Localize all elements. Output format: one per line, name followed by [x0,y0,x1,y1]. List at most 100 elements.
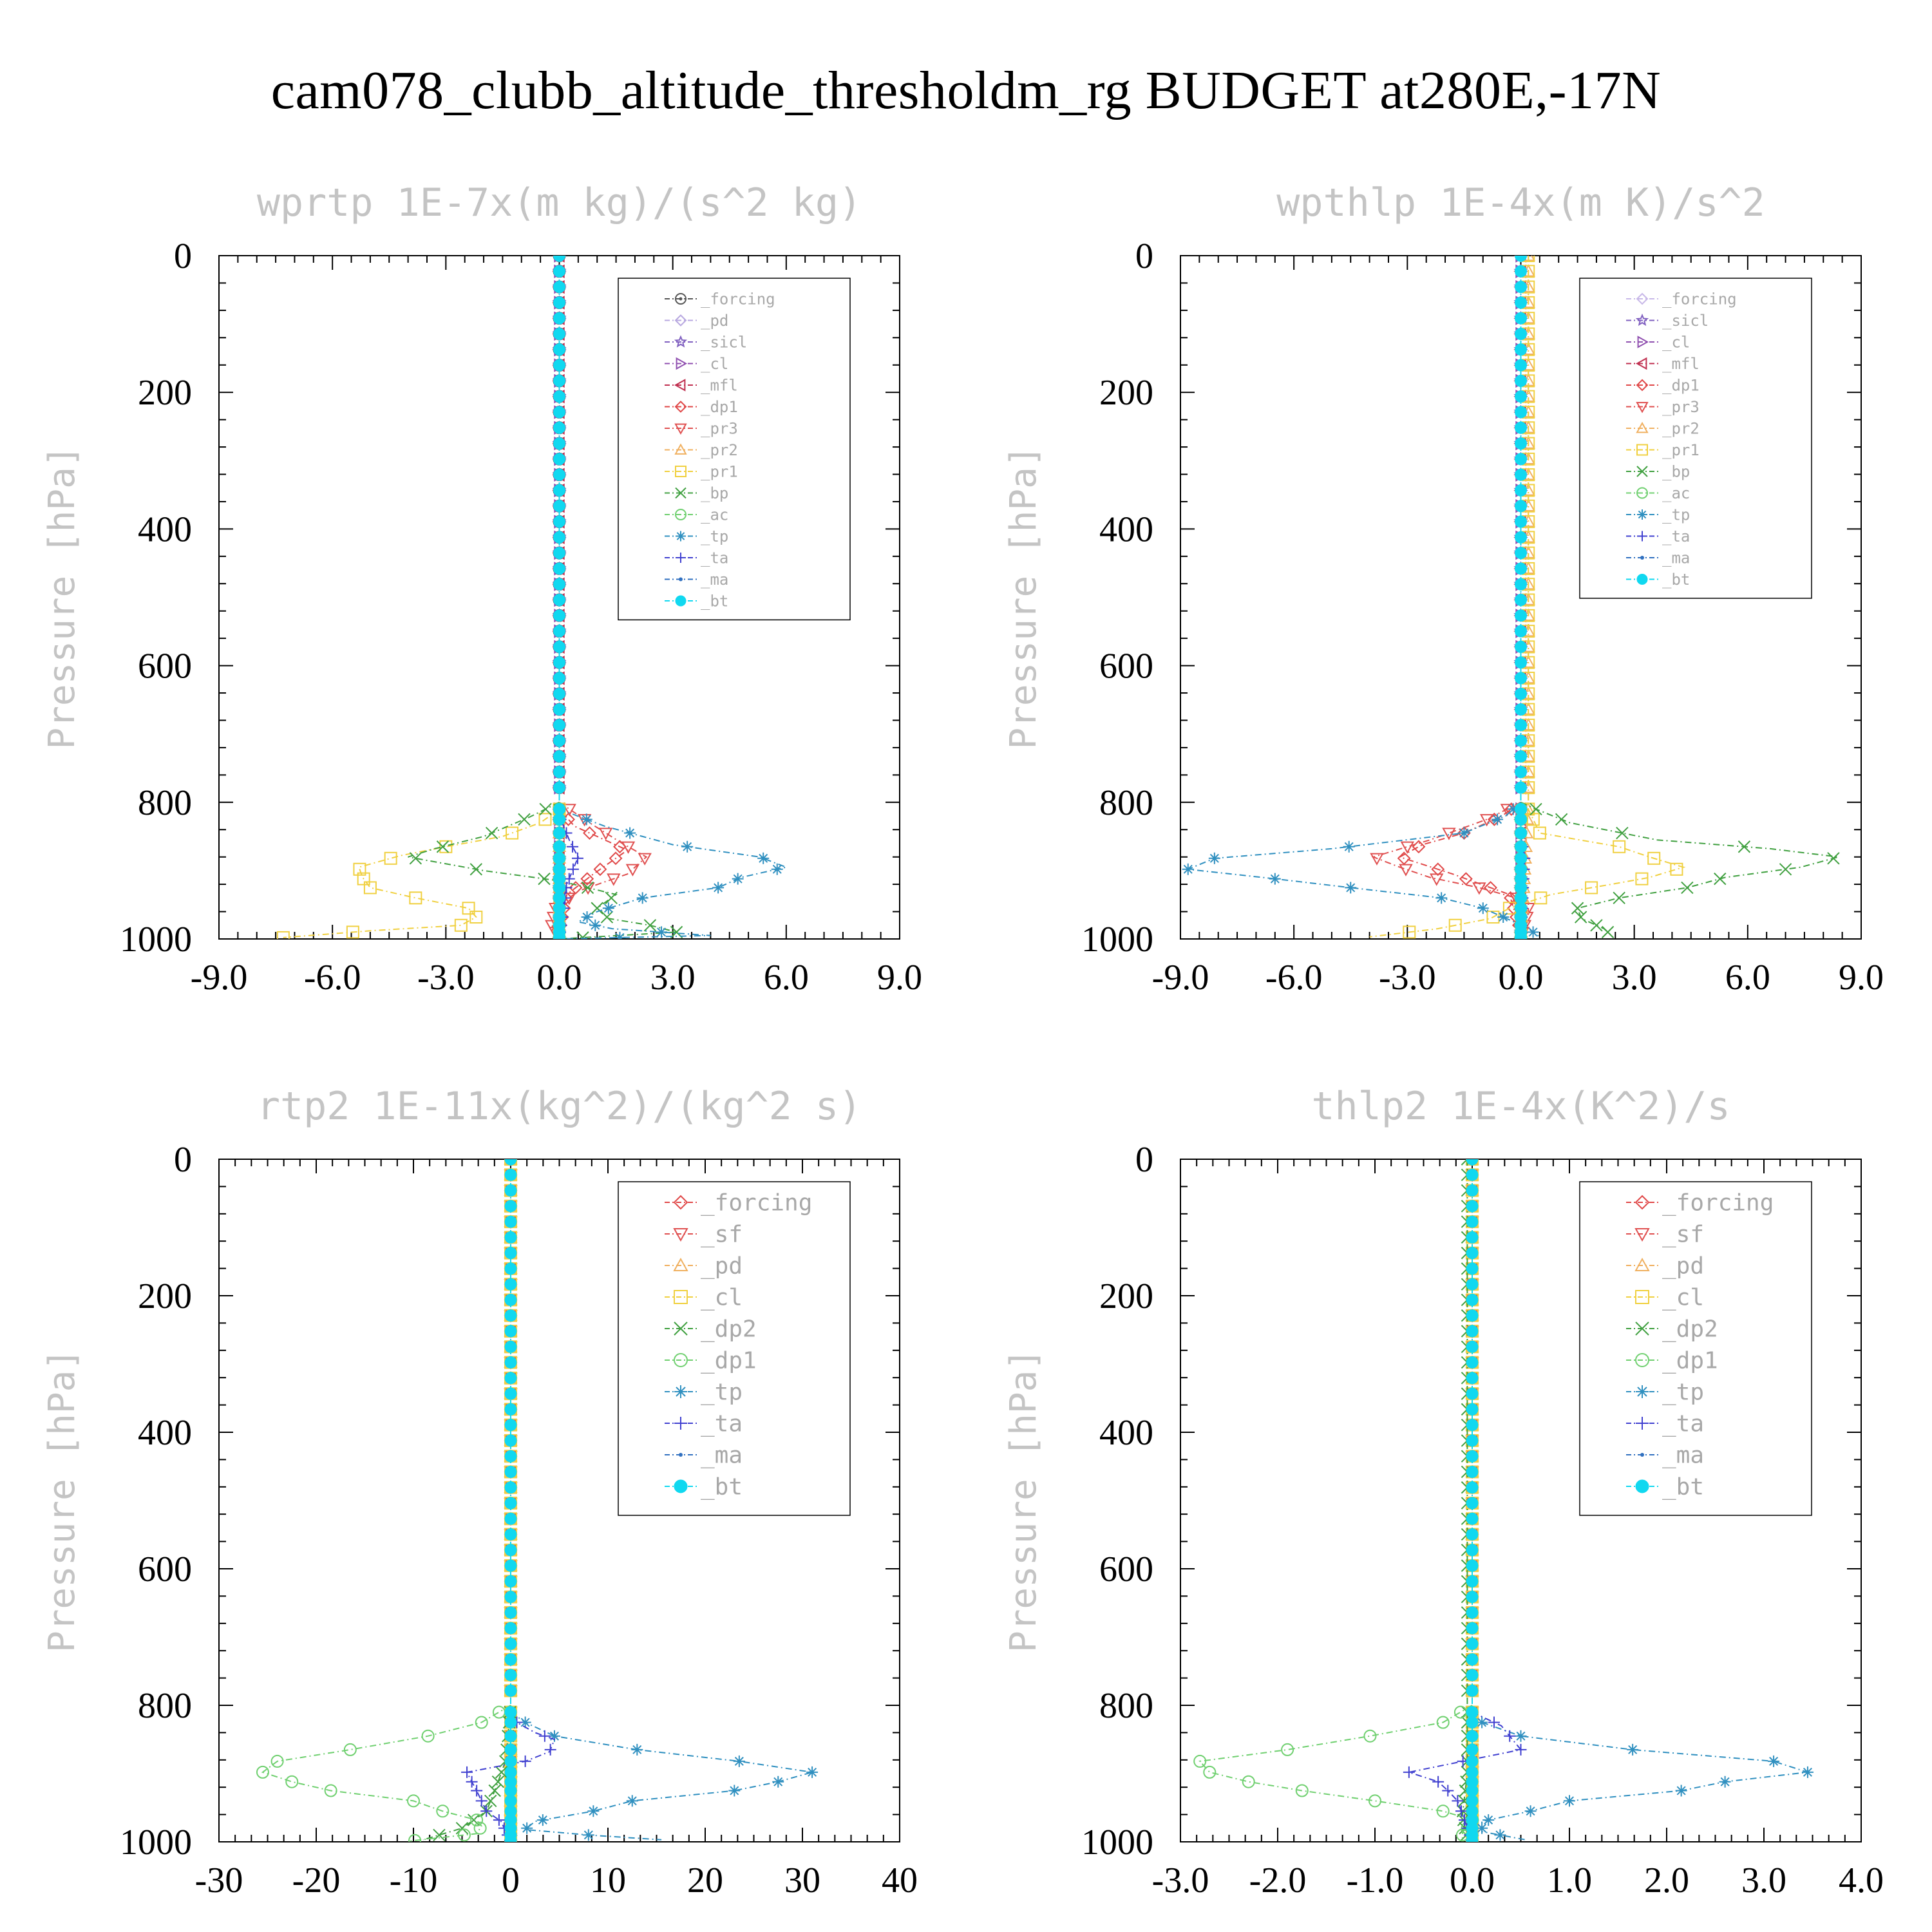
series-line-pr1 [283,808,560,938]
legend-item: _dp1 [665,1348,757,1374]
data-point [1515,374,1527,387]
data-point [674,379,686,392]
data-point [1601,925,1615,939]
data-point [1515,256,1527,262]
data-point [674,1417,687,1430]
data-point [1636,1385,1649,1398]
data-point [674,423,687,435]
x-tick-label: 0.0 [537,958,582,998]
data-point [504,1653,517,1666]
y-tick-label: 200 [1099,373,1153,413]
figure-title: cam078_clubb_altitude_thresholdm_rg BUDG… [270,61,1662,120]
data-point [1466,1730,1479,1743]
data-point [589,919,601,931]
data-point [1515,672,1527,685]
x-tick-label: -3.0 [417,958,475,998]
y-tick-label: 400 [138,509,192,549]
data-point [1635,313,1649,327]
data-point [521,1822,533,1834]
data-point [504,1465,517,1478]
y-tick-label: 1000 [1081,1823,1153,1862]
data-point [1515,931,1527,939]
data-point [553,891,565,904]
data-point [1479,814,1494,827]
legend-item: _ma [665,571,728,589]
data-point [553,390,565,403]
y-tick-label: 0 [1135,1140,1153,1180]
data-point [504,1215,517,1228]
data-point [538,813,552,826]
data-point [673,1228,688,1242]
y-tick-label: 1000 [1081,920,1153,960]
panel-title: wpthlp 1E-4x(m K)/s^2 [1276,180,1765,225]
data-point [1466,1794,1479,1807]
y-tick-label: 1000 [120,920,192,960]
legend-label: _ac [1662,484,1690,502]
legend-label: _forcing [701,1190,812,1217]
x-tick-label: -10 [390,1861,438,1900]
legend-label: _dp1 [701,398,738,416]
series-layer [1182,256,1840,939]
data-point [1515,578,1527,591]
legend-label: _ma [1662,549,1690,567]
data-point [536,1814,549,1826]
data-point [1675,1785,1687,1797]
data-point [569,881,583,895]
legend-item: _ma [1626,1443,1704,1469]
legend-item: _pr1 [665,462,738,480]
data-point [583,826,596,840]
data-point [1637,509,1647,520]
data-point [1345,882,1357,894]
legend-label: _sicl [701,333,747,351]
legend-item: _ta [1626,1411,1704,1437]
legend-label: _cl [701,355,728,373]
data-point [475,1716,488,1729]
data-point [1515,891,1527,904]
legend-label: _forcing [701,290,775,308]
y-tick-label: 200 [138,373,192,413]
legend-label: _pr3 [1662,398,1700,416]
data-point [1637,531,1647,542]
data-point [455,1822,469,1835]
data-point [1507,803,1519,815]
data-point [1515,515,1527,528]
data-point [518,813,531,826]
y-tick-label: 800 [138,1686,192,1726]
legend-item: _pd [665,312,728,330]
data-point [504,1231,517,1244]
data-point [1515,421,1527,434]
y-axis-label: Pressure [hPa] [41,1349,83,1653]
panel-title: thlp2 1E-4x(K^2)/s [1311,1084,1730,1129]
data-point [457,1828,471,1842]
data-point [504,1356,517,1369]
legend-item: _tp [1626,1379,1704,1406]
data-point [1182,863,1194,875]
legend-item: _pr3 [1626,398,1700,416]
x-tick-label: 1.0 [1547,1861,1592,1900]
legend-item: _sf [665,1222,743,1248]
legend-label: _pd [701,1253,743,1280]
data-point [469,911,483,924]
legend-box [1579,278,1812,599]
data-point [1515,719,1527,732]
data-point [553,359,565,372]
data-point [1466,1834,1479,1842]
data-point [1515,437,1527,450]
data-point [1616,826,1629,840]
legend-item: _pr2 [665,441,738,459]
y-axis-label: Pressure [hPa] [1003,445,1045,749]
series-markers-tp [1466,1706,1814,1841]
legend-item: _ma [665,1443,743,1469]
data-point [504,1528,517,1541]
data-point [553,531,565,544]
data-point [1640,1453,1644,1457]
data-point [1634,1257,1650,1271]
legend-label: _cl [701,1285,743,1311]
data-point [470,1814,484,1827]
data-point [1459,872,1473,886]
data-point [1515,625,1527,638]
data-point [553,640,565,653]
data-point [1515,1730,1527,1742]
x-tick-label: -3.0 [1152,1861,1209,1900]
legend-item: _ta [1626,527,1690,545]
